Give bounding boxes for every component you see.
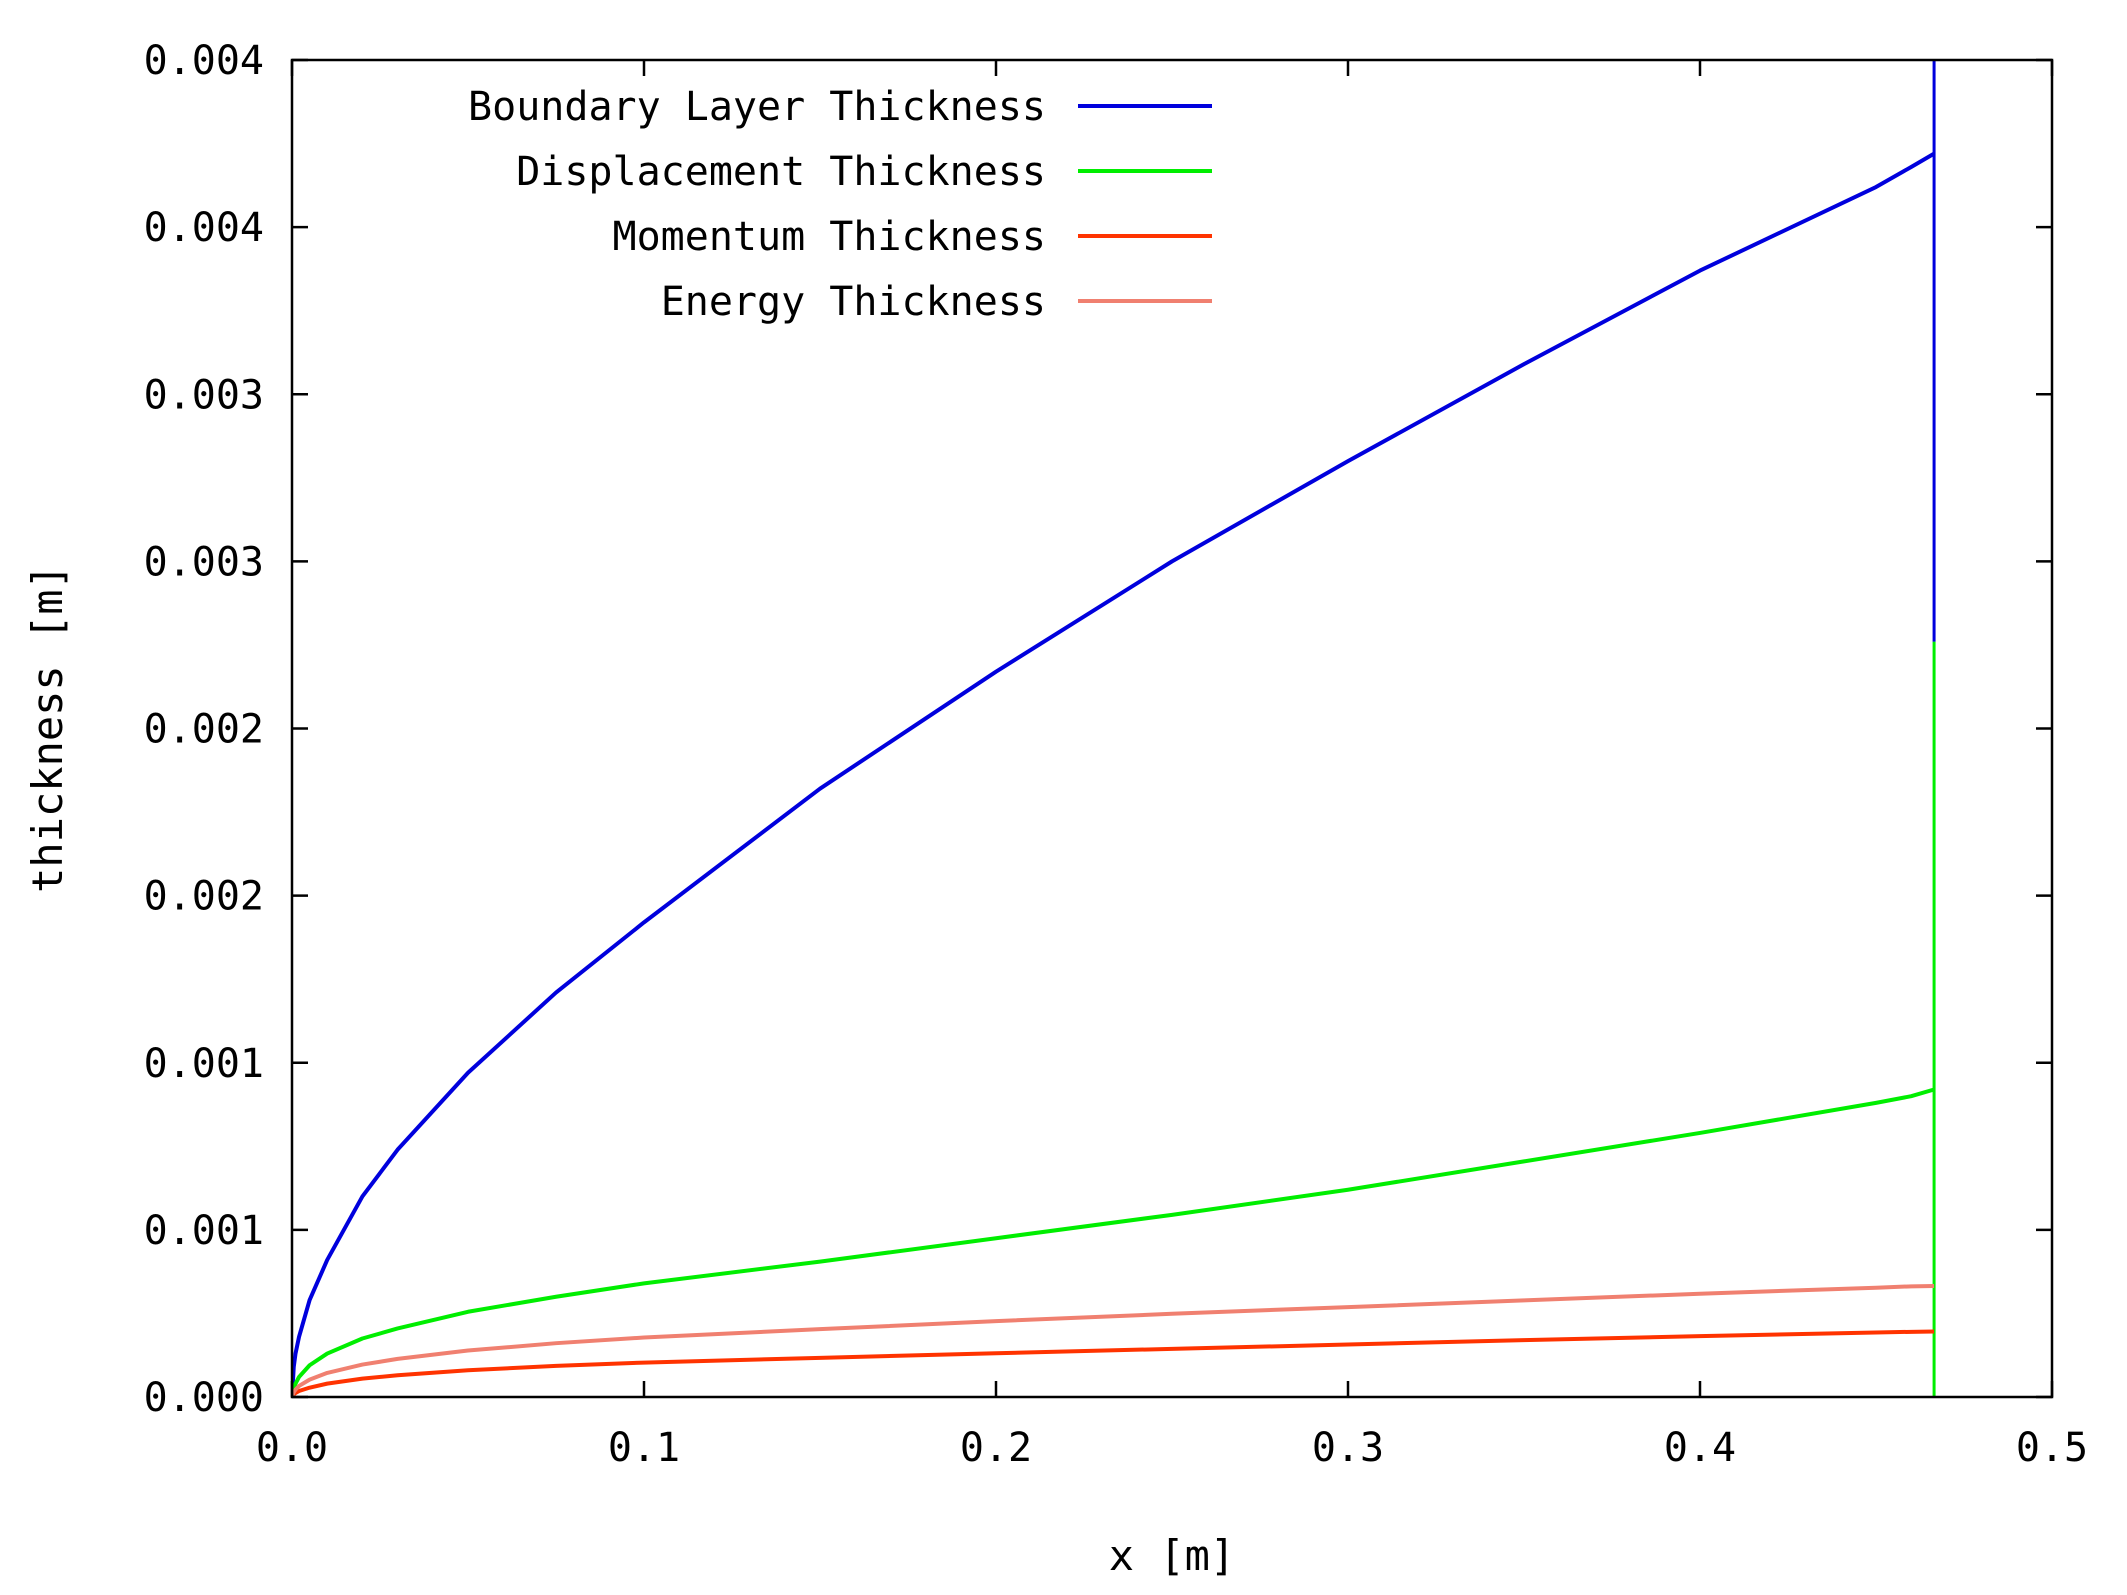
series-line-displacement-thickness [292,1087,1935,1397]
series-line-momentum-thickness [292,1329,1935,1397]
x-tick-label: 0.0 [256,1425,328,1471]
y-tick-label: 0.001 [144,1208,264,1254]
series-line-energy-thickness [292,1284,1935,1397]
x-tick-label: 0.3 [1312,1425,1384,1471]
legend-label-displacement-thickness: Displacement Thickness [516,149,1046,195]
series-line-boundary-layer-thickness [292,151,1936,1397]
y-tick-label: 0.004 [144,205,264,251]
x-tick-label: 0.2 [960,1425,1032,1471]
x-axis-label: x [m] [1109,1531,1235,1580]
series-layer [292,60,1936,1397]
x-tick-label: 0.1 [608,1425,680,1471]
axis-tick-labels: 0.0 0.1 0.2 0.3 0.4 0.5 0.000 0.001 0.001 0.002 0.… [144,38,2089,1471]
axis-ticks [290,58,2054,1399]
y-tick-label: 0.001 [144,1041,264,1087]
legend-label-momentum-thickness: Momentum Thickness [613,214,1046,260]
y-tick-label: 0.003 [144,372,264,418]
y-tick-label: 0.003 [144,539,264,585]
legend-label-boundary-layer-thickness: Boundary Layer Thickness [468,84,1046,130]
x-tick-label: 0.4 [1664,1425,1736,1471]
y-tick-label: 0.000 [144,1375,264,1421]
legend: Boundary Layer Thickness Displacement Thi… [468,84,1212,325]
y-axis-label: thickness [m] [23,564,72,893]
y-tick-label: 0.002 [144,874,264,920]
x-tick-label: 0.5 [2016,1425,2088,1471]
y-tick-label: 0.004 [144,38,264,84]
y-tick-label: 0.002 [144,707,264,753]
legend-label-energy-thickness: Energy Thickness [661,279,1046,325]
